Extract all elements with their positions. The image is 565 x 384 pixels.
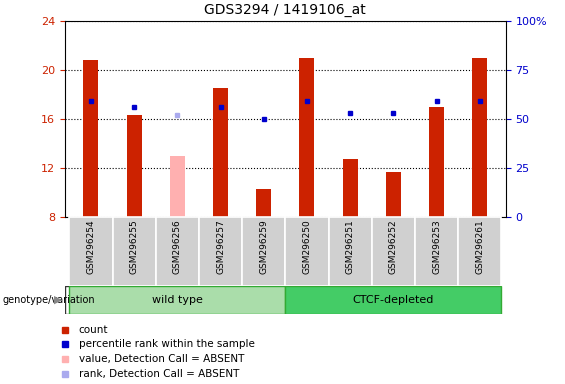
Text: percentile rank within the sample: percentile rank within the sample <box>79 339 254 349</box>
Text: genotype/variation: genotype/variation <box>3 295 95 305</box>
Text: wild type: wild type <box>152 295 203 305</box>
Text: GSM296252: GSM296252 <box>389 219 398 274</box>
Bar <box>112 217 156 286</box>
Text: GSM296253: GSM296253 <box>432 219 441 274</box>
Bar <box>127 115 142 217</box>
Bar <box>199 217 242 286</box>
Text: GSM296257: GSM296257 <box>216 219 225 274</box>
Text: GSM296255: GSM296255 <box>129 219 138 274</box>
Bar <box>328 217 372 286</box>
Bar <box>372 217 415 286</box>
Text: GSM296254: GSM296254 <box>86 219 95 274</box>
Bar <box>84 60 98 217</box>
Bar <box>256 189 271 217</box>
Bar <box>285 217 328 286</box>
Bar <box>156 217 199 286</box>
Bar <box>458 217 501 286</box>
Title: GDS3294 / 1419106_at: GDS3294 / 1419106_at <box>205 3 366 17</box>
Text: rank, Detection Call = ABSENT: rank, Detection Call = ABSENT <box>79 369 239 379</box>
Bar <box>69 286 285 314</box>
Bar <box>213 88 228 217</box>
Text: value, Detection Call = ABSENT: value, Detection Call = ABSENT <box>79 354 244 364</box>
Bar <box>429 107 444 217</box>
Text: GSM296251: GSM296251 <box>346 219 355 274</box>
Bar <box>69 217 112 286</box>
Text: GSM296250: GSM296250 <box>302 219 311 274</box>
Text: GSM296261: GSM296261 <box>475 219 484 274</box>
Bar <box>415 217 458 286</box>
Bar <box>170 156 185 217</box>
Text: ▶: ▶ <box>54 295 63 305</box>
Bar <box>386 172 401 217</box>
Bar <box>472 58 487 217</box>
Bar <box>342 159 358 217</box>
Bar <box>285 286 501 314</box>
Text: count: count <box>79 325 108 335</box>
Bar <box>242 217 285 286</box>
Bar <box>299 58 315 217</box>
Text: CTCF-depleted: CTCF-depleted <box>353 295 434 305</box>
Text: GSM296256: GSM296256 <box>173 219 182 274</box>
Text: GSM296259: GSM296259 <box>259 219 268 274</box>
